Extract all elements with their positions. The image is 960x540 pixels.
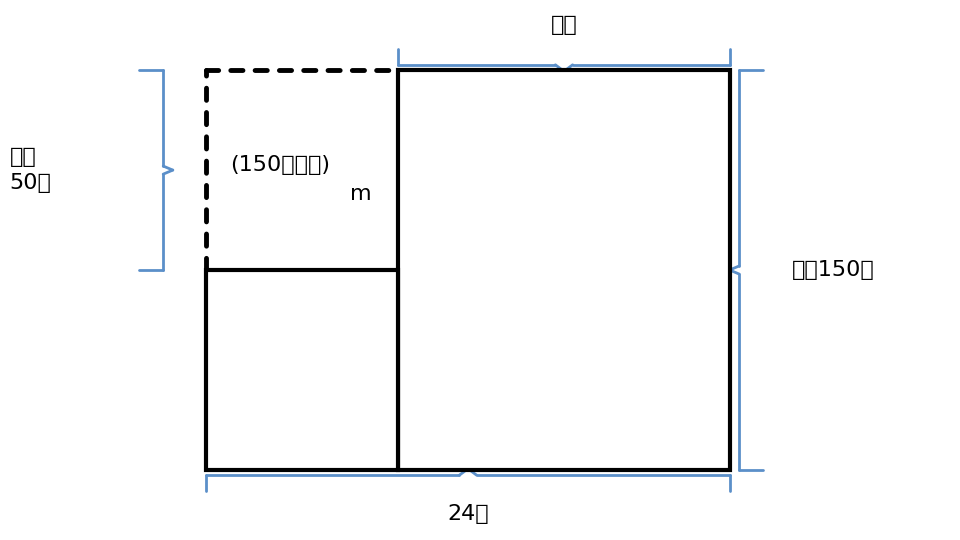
- Text: 24分: 24分: [447, 504, 489, 524]
- Text: (150－５０): (150－５０): [230, 154, 330, 175]
- Text: 分速
50ｍ: 分速 50ｍ: [10, 147, 52, 193]
- Bar: [206, 270, 398, 470]
- Bar: [398, 70, 730, 470]
- Text: m: m: [350, 184, 372, 205]
- Text: 分速150ｍ: 分速150ｍ: [792, 260, 875, 280]
- Text: ？分: ？分: [551, 15, 577, 35]
